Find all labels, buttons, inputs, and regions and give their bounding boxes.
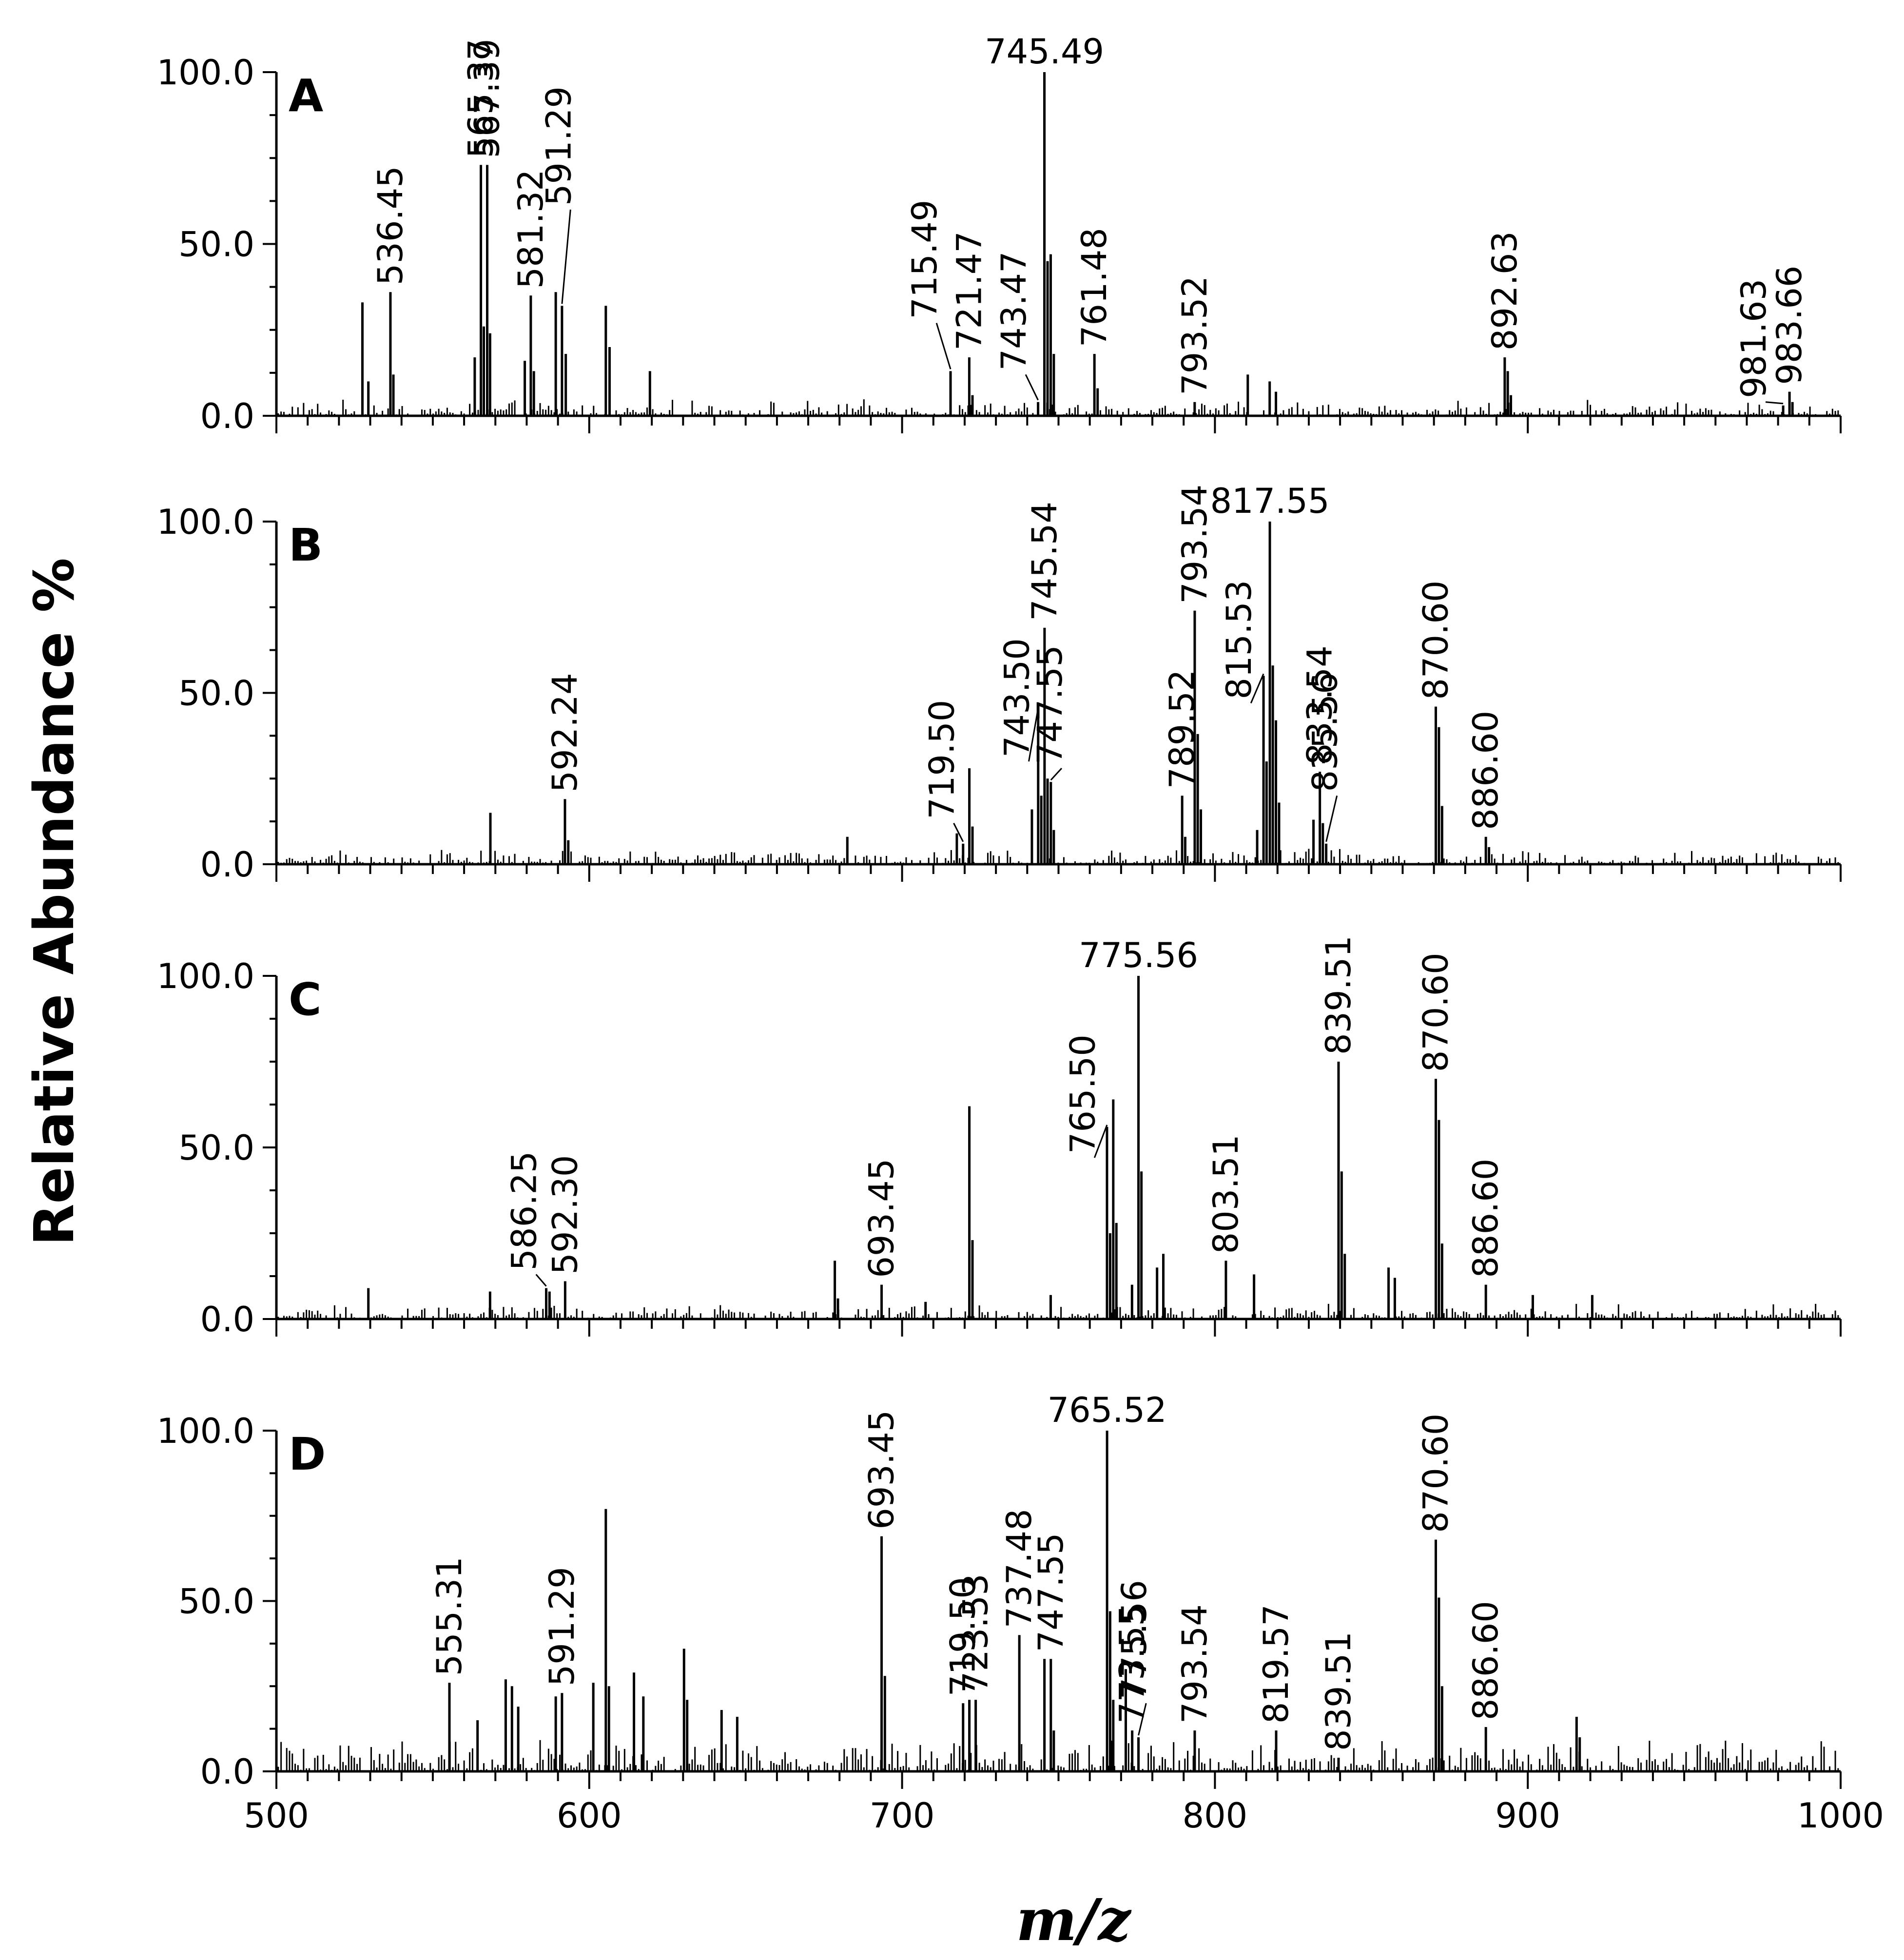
panel-d-label-leader: [1138, 1703, 1147, 1736]
panel-a-peak-label: 581.32: [511, 169, 551, 289]
panel-a-peak-label: 892.63: [1485, 231, 1525, 350]
panel-a-letter: A: [289, 70, 323, 122]
panel-a-peak-label: 536.45: [370, 166, 410, 285]
panel-b-peak-label: 870.60: [1416, 581, 1456, 700]
panel-c-peak-label: 775.56: [1079, 935, 1198, 975]
panel-b-peak-label: 592.24: [545, 673, 585, 792]
panel-b-peak-label: 719.50: [922, 700, 962, 819]
panel-c-peak-label: 886.60: [1466, 1159, 1506, 1278]
panel-a-y-tick-label: 100.0: [157, 53, 254, 93]
panel-c-peak-label: 693.45: [862, 1159, 902, 1278]
panel-a-peak-label: 981.63: [1734, 279, 1774, 398]
panel-b-y-tick-label: 0.0: [200, 845, 254, 885]
panel-b-peak-label: 886.60: [1466, 711, 1506, 830]
panel-c-peak-label: 592.30: [545, 1155, 585, 1275]
panel-d-peak-label: 555.31: [429, 1556, 469, 1676]
x-axis-label: m/z: [1016, 1886, 1132, 1954]
y-axis-label: Relative Abundance %: [23, 558, 86, 1245]
panel-a-peak-label: 567.39: [467, 39, 507, 158]
panel-b-label-leader: [1325, 796, 1338, 842]
panel-a-peak-label: 743.47: [994, 251, 1034, 370]
x-tick-label: 800: [1183, 1796, 1248, 1836]
x-tick-label: 1000: [1797, 1796, 1884, 1836]
panel-a-peak-label: 983.66: [1769, 266, 1809, 385]
panel-c-y-tick-label: 50.0: [178, 1128, 254, 1168]
panel-a-peak-label: 761.48: [1074, 228, 1114, 347]
panel-b-peak-label: 745.54: [1025, 502, 1065, 621]
panel-d-peak-label: 693.45: [862, 1410, 902, 1530]
panel-c-peak-label: 870.60: [1416, 952, 1456, 1072]
panel-b-peak-label: 835.56: [1305, 672, 1345, 792]
panel-a-label-leader: [561, 209, 571, 304]
panel-b-peak-label: 747.55: [1030, 645, 1070, 764]
panel-d-peak-label: 737.48: [999, 1509, 1039, 1628]
panel-a-label-leader: [1765, 401, 1784, 405]
panel-a-label-leader: [1025, 374, 1039, 401]
panel-d-peak-label: 775.56: [1114, 1580, 1154, 1699]
panel-a-peak-label: 715.49: [905, 200, 945, 319]
panel-d-y-tick-label: 50.0: [178, 1582, 254, 1622]
panel-c-letter: C: [289, 973, 322, 1026]
panel-a-peak-label: 721.47: [949, 231, 989, 350]
x-tick-label: 500: [244, 1796, 309, 1836]
panel-a-peak-label: 591.29: [539, 86, 579, 206]
panel-a-peak-label: 565.37: [461, 39, 501, 158]
panel-b-y-tick-label: 50.0: [178, 674, 254, 714]
panel-d-peak-label: 839.51: [1319, 1631, 1359, 1751]
panel-b-peak-label: 789.52: [1162, 669, 1202, 789]
panel-c-label-leader: [535, 1274, 547, 1287]
panel-b-peak-label: 833.54: [1300, 645, 1340, 765]
panel-d-peak-label: 819.57: [1256, 1604, 1296, 1724]
panel-b-peak-label: 817.55: [1210, 481, 1330, 521]
panel-d-y-tick-label: 100.0: [157, 1411, 254, 1451]
panel-d-letter: D: [289, 1428, 326, 1480]
panel-d-peak-label: 719.50: [943, 1577, 983, 1696]
panel-b-peak-label: 743.50: [997, 638, 1037, 757]
panel-b-label-leader: [953, 822, 964, 842]
panel-b-letter: B: [289, 519, 323, 571]
panel-c-label-leader: [1093, 1125, 1108, 1158]
panel-b-y-tick-label: 100.0: [157, 502, 254, 542]
panel-c-peak-label: 803.51: [1206, 1134, 1246, 1254]
x-tick-label: 600: [557, 1796, 622, 1836]
panel-d-y-tick-label: 0.0: [200, 1752, 254, 1792]
panel-c-y-tick-label: 100.0: [157, 956, 254, 996]
panel-d-peak-label: 747.55: [1031, 1533, 1071, 1652]
panel-b-label-leader: [1250, 673, 1264, 704]
panel-d-peak-label: 886.60: [1466, 1601, 1506, 1720]
panel-d-peak-label: 765.52: [1048, 1390, 1167, 1430]
panel-c-peak-label: 839.51: [1319, 935, 1359, 1055]
panel-b-peak-label: 793.54: [1175, 485, 1215, 604]
panel-a-y-tick-label: 50.0: [178, 225, 254, 265]
panel-b-label-leader: [1028, 708, 1039, 762]
x-tick-label: 900: [1495, 1796, 1560, 1836]
x-tick-label: 700: [870, 1796, 935, 1836]
panel-b-peak-label: 815.53: [1219, 580, 1259, 699]
panel-d-peak-label: 793.54: [1175, 1604, 1215, 1724]
panel-c-y-tick-label: 0.0: [200, 1300, 254, 1339]
panel-a-label-leader: [935, 323, 952, 369]
panel-c-peak-label: 586.25: [505, 1151, 544, 1271]
panel-c-peak-label: 765.50: [1063, 1034, 1103, 1154]
panel-d-peak-label: 723.53: [956, 1573, 996, 1693]
panel-b-label-leader: [1050, 768, 1063, 781]
panel-a-peak-label: 745.49: [985, 32, 1104, 72]
panel-a-y-tick-label: 0.0: [200, 396, 254, 436]
panel-d-peak-label: 870.60: [1416, 1414, 1456, 1533]
panel-a-peak-label: 793.52: [1175, 276, 1215, 395]
panel-d-peak-label: 591.29: [542, 1567, 582, 1686]
